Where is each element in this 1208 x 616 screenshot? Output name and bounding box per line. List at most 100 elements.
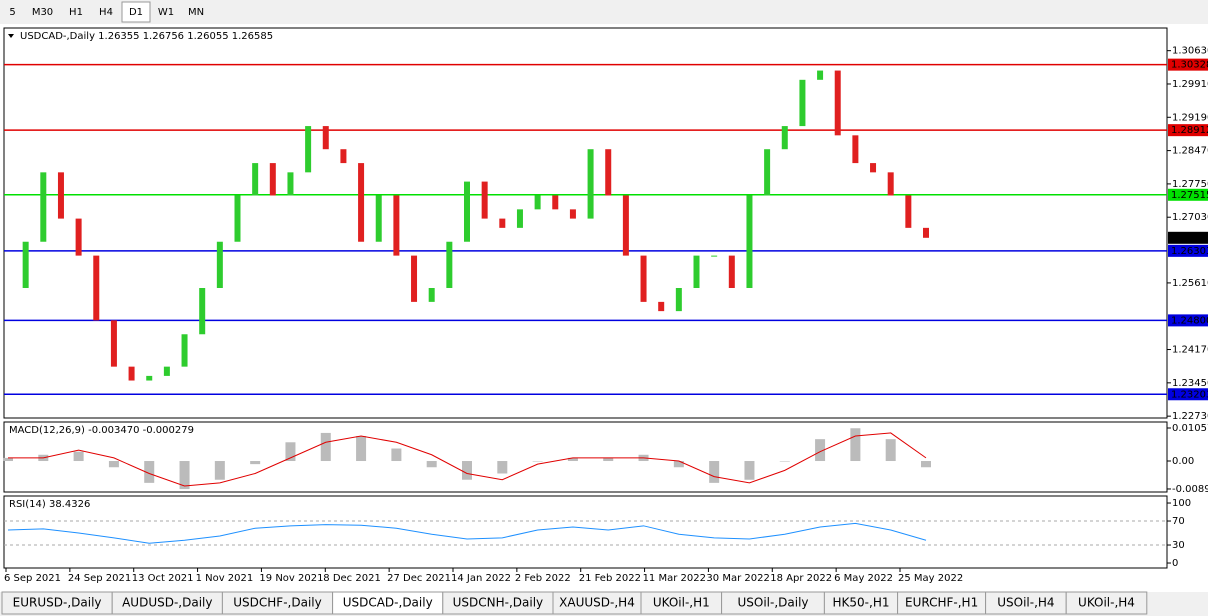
- macd-bar: [108, 461, 119, 468]
- candle: [693, 255, 700, 288]
- tab[interactable]: AUDUSD-,Daily: [122, 596, 212, 610]
- date-label: 11 Mar 2022: [643, 573, 706, 584]
- candle: [181, 334, 188, 367]
- y-tick-label: 70: [1172, 516, 1185, 527]
- candle: [234, 195, 241, 242]
- macd-bar: [73, 451, 84, 462]
- candle: [110, 320, 117, 367]
- y-tick-label: 1.28470: [1172, 146, 1208, 157]
- macd-bar: [709, 461, 720, 483]
- macd-bar: [426, 461, 437, 468]
- macd-bar: [744, 461, 755, 480]
- macd-bar: [391, 448, 402, 462]
- candle: [464, 181, 470, 242]
- tab[interactable]: USOil-,H4: [997, 596, 1054, 610]
- candle: [764, 149, 771, 196]
- macd-pane: [3, 421, 1168, 493]
- candle: [516, 209, 523, 228]
- candle: [75, 218, 82, 256]
- candle: [499, 218, 506, 228]
- candle: [834, 70, 841, 136]
- candle: [358, 163, 365, 242]
- macd-signal: [8, 432, 927, 487]
- candle: [799, 79, 806, 127]
- candle: [605, 149, 612, 196]
- y-tick-label: 1.27030: [1172, 212, 1208, 223]
- tab[interactable]: UKOil-,H1: [653, 596, 710, 610]
- tab[interactable]: USDCHF-,Daily: [233, 596, 321, 610]
- macd-bar: [567, 457, 578, 462]
- candle: [534, 195, 541, 210]
- toolbar-button[interactable]: W1: [158, 7, 174, 18]
- level-tag: [1168, 244, 1208, 257]
- macd-bar: [214, 461, 225, 480]
- candle: [305, 126, 312, 173]
- tab[interactable]: USDCAD-,Daily: [343, 596, 433, 610]
- date-label: 21 Feb 2022: [579, 573, 641, 584]
- date-label: 19 Nov 2021: [259, 573, 323, 584]
- date-label: 13 Oct 2021: [132, 573, 194, 584]
- macd-bar: [144, 461, 155, 483]
- candle: [622, 195, 629, 256]
- tab[interactable]: EURCHF-,H1: [905, 596, 978, 610]
- toolbar-button[interactable]: H1: [69, 7, 83, 18]
- macd-bar: [462, 461, 472, 480]
- tab[interactable]: UKOil-,H4: [1078, 596, 1135, 610]
- level-label: 1.26303: [1171, 246, 1208, 257]
- macd-bar: [179, 461, 190, 490]
- macd-bar: [250, 461, 261, 465]
- macd-bar: [320, 432, 331, 462]
- date-label: 8 Dec 2021: [323, 573, 381, 584]
- candle: [658, 301, 665, 312]
- level-tag: [1168, 58, 1208, 71]
- tab[interactable]: XAUUSD-,H4: [559, 596, 635, 610]
- candle: [252, 163, 259, 196]
- y-tick-label: 1.25610: [1172, 278, 1208, 289]
- toolbar-active: [121, 1, 151, 23]
- candle: [322, 126, 329, 150]
- y-tick-label: 0: [1172, 558, 1178, 569]
- main-header: USDCAD-,Daily 1.26355 1.26756 1.26055 1.…: [20, 31, 273, 42]
- level-label: 1.23203: [1171, 389, 1208, 400]
- toolbar-button[interactable]: D1: [129, 7, 143, 18]
- toolbar-button[interactable]: 5: [9, 7, 15, 18]
- date-label: 25 May 2022: [898, 573, 963, 584]
- macd-bar: [532, 461, 543, 462]
- macd-bar: [3, 457, 13, 462]
- candle: [163, 366, 170, 376]
- macd-bar: [356, 436, 367, 462]
- date-label: 30 Mar 2022: [706, 573, 769, 584]
- tab[interactable]: USDCNH-,Daily: [453, 596, 544, 610]
- rsi-line: [7, 522, 927, 544]
- macd-bar: [921, 461, 931, 468]
- candle: [57, 172, 64, 219]
- collapse-icon[interactable]: [8, 34, 14, 38]
- macd-bar: [285, 442, 296, 462]
- candle: [552, 195, 559, 210]
- date-label: 14 Jan 2022: [451, 573, 511, 584]
- y-tick-label: -0.00896: [1172, 484, 1208, 495]
- level-tag: [1168, 188, 1208, 201]
- macd-bar: [603, 457, 614, 462]
- toolbar-button[interactable]: H4: [99, 7, 113, 18]
- tab[interactable]: EURUSD-,Daily: [13, 596, 102, 610]
- candle: [40, 172, 47, 242]
- tab[interactable]: USOil-,Daily: [737, 596, 808, 610]
- candle: [675, 288, 682, 312]
- y-tick-label: 100: [1172, 498, 1191, 509]
- candle: [870, 163, 877, 173]
- candle: [340, 149, 347, 164]
- candle: [393, 195, 400, 256]
- date-label: 1 Nov 2021: [196, 573, 254, 584]
- candle: [199, 288, 206, 335]
- toolbar-button[interactable]: M30: [32, 7, 53, 18]
- candle: [852, 135, 859, 164]
- candle: [146, 375, 153, 381]
- y-tick-label: 1.27750: [1172, 179, 1208, 190]
- level-label: 1.28912: [1171, 125, 1208, 136]
- tab[interactable]: HK50-,H1: [833, 596, 890, 610]
- toolbar-button[interactable]: MN: [188, 7, 204, 18]
- date-label: 6 May 2022: [834, 573, 893, 584]
- macd-bar: [779, 461, 790, 462]
